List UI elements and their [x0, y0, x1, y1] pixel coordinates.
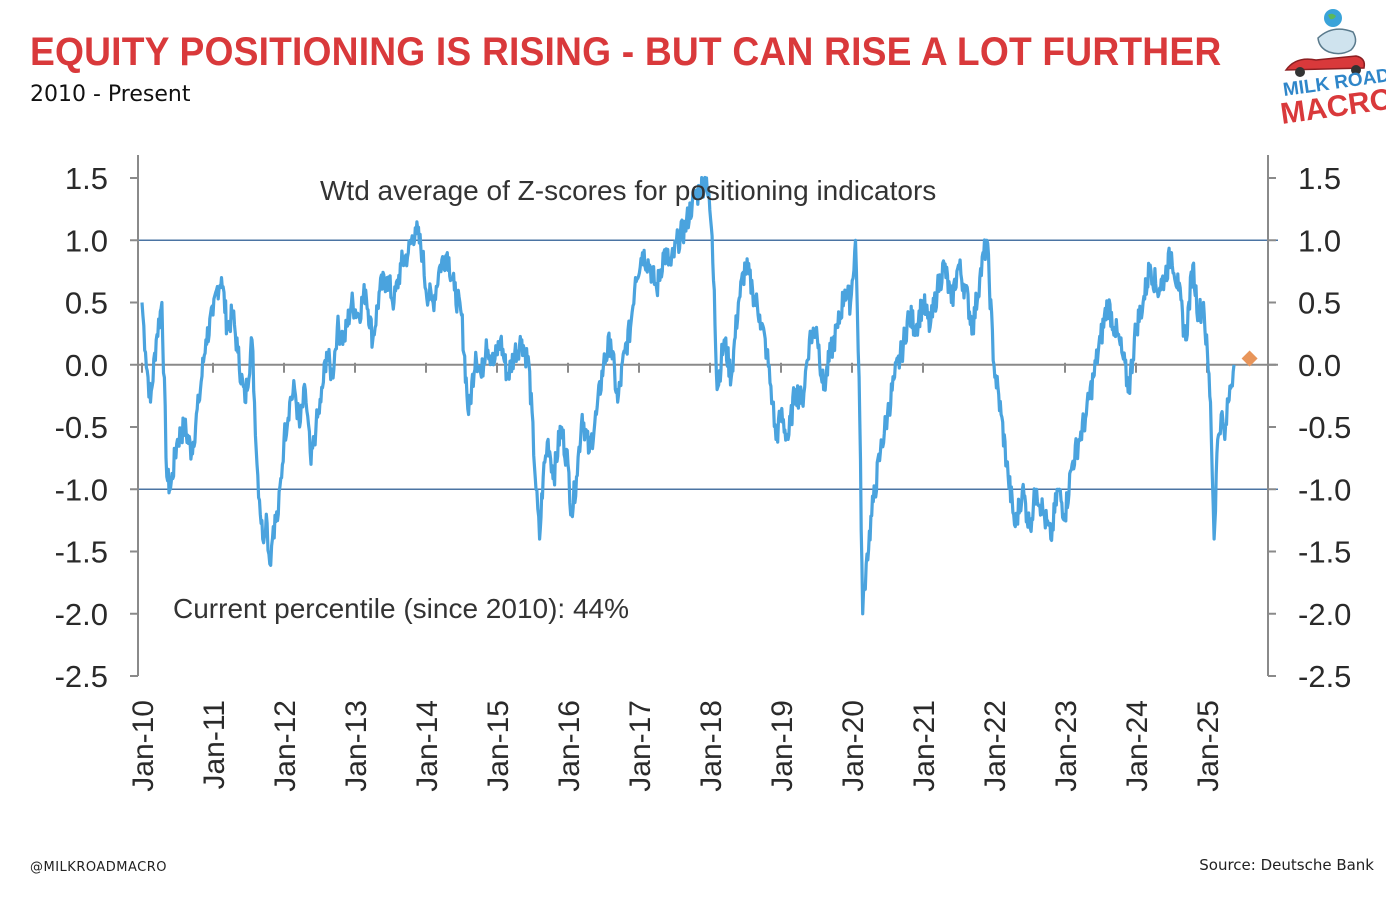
x-tick-label: Jan-25: [1192, 700, 1225, 792]
x-tick-label: Jan-20: [837, 700, 870, 792]
y-tick-label-right: -1.5: [1298, 535, 1351, 570]
x-tick-label: Jan-13: [340, 700, 373, 792]
footer-handle: @MILKROADMACRO: [30, 860, 167, 875]
y-tick-label-left: 1.0: [65, 223, 108, 258]
x-tick-label: Jan-17: [624, 700, 657, 792]
y-tick-label-right: 0.5: [1298, 286, 1341, 321]
y-tick-label-right: 1.5: [1298, 161, 1341, 196]
y-tick-label-left: 0.5: [65, 286, 108, 321]
annotation-bottom: Current percentile (since 2010): 44%: [173, 593, 629, 624]
y-tick-label-right: 1.0: [1298, 223, 1341, 258]
x-tick-label: Jan-19: [766, 700, 799, 792]
y-tick-label-left: 0.0: [65, 348, 108, 383]
x-tick-label: Jan-10: [127, 700, 160, 792]
x-tick-label: Jan-21: [908, 700, 941, 792]
x-tick-label: Jan-16: [553, 700, 586, 792]
y-tick-label-left: -2.0: [55, 597, 108, 632]
milk-road-macro-logo: MILK ROAD MACRO: [1278, 9, 1386, 130]
x-tick-label: Jan-24: [1121, 700, 1154, 792]
y-tick-label-right: -2.5: [1298, 659, 1351, 694]
footer-source: Source: Deutsche Bank: [1199, 856, 1374, 874]
x-tick-label: Jan-12: [269, 700, 302, 792]
annotation-top: Wtd average of Z-scores for positioning …: [320, 175, 936, 206]
y-tick-label-left: -2.5: [55, 659, 108, 694]
y-tick-label-left: -1.0: [55, 472, 108, 507]
x-tick-label: Jan-18: [695, 700, 728, 792]
latest-point-marker: [1241, 350, 1258, 367]
x-tick-label: Jan-23: [1050, 700, 1083, 792]
y-tick-label-right: -0.5: [1298, 410, 1351, 445]
x-tick-label: Jan-14: [411, 700, 444, 792]
y-tick-label-right: -1.0: [1298, 472, 1351, 507]
x-tick-label: Jan-11: [198, 700, 231, 790]
x-tick-label: Jan-22: [979, 700, 1012, 792]
y-tick-label-left: -0.5: [55, 410, 108, 445]
y-tick-label-left: -1.5: [55, 535, 108, 570]
y-tick-label-right: -2.0: [1298, 597, 1351, 632]
chart-title: EQUITY POSITIONING IS RISING - BUT CAN R…: [30, 30, 1222, 74]
y-tick-label-left: 1.5: [65, 161, 108, 196]
series-line: [140, 175, 1236, 616]
y-tick-label-right: 0.0: [1298, 348, 1341, 383]
x-tick-label: Jan-15: [482, 700, 515, 792]
chart-subtitle: 2010 - Present: [30, 82, 191, 107]
